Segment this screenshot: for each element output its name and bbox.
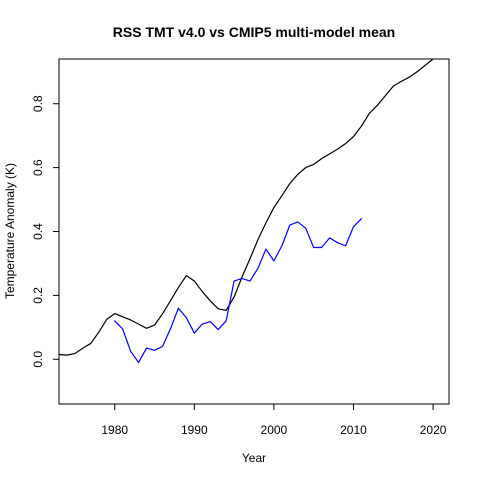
series-line-blue (114, 218, 363, 364)
y-tick-label: 0.4 (31, 223, 45, 240)
x-tick-label: 1980 (101, 423, 128, 437)
y-tick-label: 0.6 (31, 159, 45, 176)
x-tick-label: 2020 (420, 423, 447, 437)
series-group (58, 58, 434, 364)
x-tick-label: 2000 (261, 423, 288, 437)
y-tick-label: 0.0 (31, 351, 45, 368)
x-tick-label: 1990 (181, 423, 208, 437)
x-axis-ticks: 1980 1990 2000 2010 2020 (101, 404, 447, 437)
x-tick-label: 2010 (340, 423, 367, 437)
y-tick-label: 0.2 (31, 287, 45, 304)
series-line-black (58, 58, 434, 356)
y-axis-label: Temperature Anomaly (K) (3, 163, 17, 299)
chart-title: RSS TMT v4.0 vs CMIP5 multi-model mean (113, 24, 395, 40)
plot-frame (58, 58, 450, 405)
x-axis-label: Year (242, 451, 266, 465)
y-axis-ticks: 0.0 0.2 0.4 0.6 0.8 (31, 95, 59, 368)
y-tick-label: 0.8 (31, 95, 45, 112)
